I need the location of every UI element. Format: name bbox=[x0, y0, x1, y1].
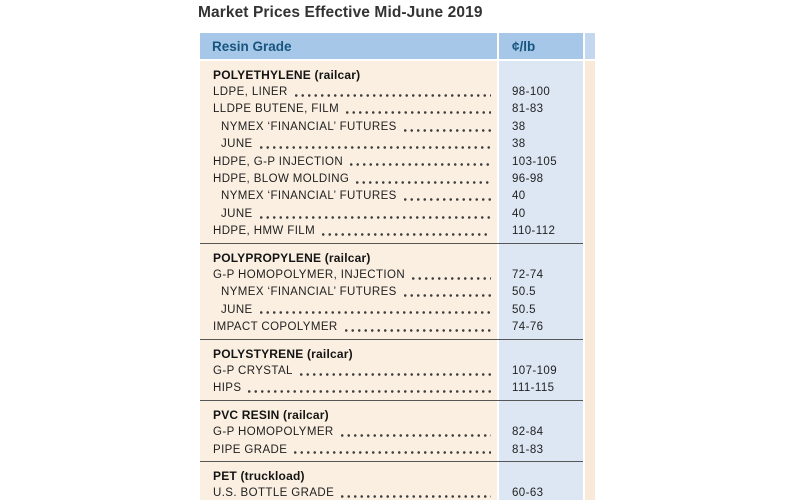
dot-leader bbox=[350, 163, 491, 167]
row-label: G-P HOMOPOLYMER, INJECTION bbox=[213, 268, 406, 281]
section-title: POLYPROPYLENE (railcar) bbox=[213, 250, 371, 265]
dot-leader bbox=[322, 232, 491, 236]
table-row: HDPE, HMW FILM 110-112 bbox=[200, 223, 597, 240]
dot-leader bbox=[356, 180, 491, 184]
table-row: G-P HOMOPOLYMER, INJECTION 72-74 bbox=[200, 266, 597, 283]
dot-leader bbox=[344, 328, 491, 332]
column-header-resin-grade: Resin Grade bbox=[200, 33, 497, 59]
table-row: G-P HOMOPOLYMER 82-84 bbox=[200, 423, 597, 440]
row-label: LDPE, LINER bbox=[213, 86, 288, 99]
table-body: POLYETHYLENE (railcar) LDPE, LINER 98-10… bbox=[200, 61, 597, 500]
row-label: LLDPE BUTENE, FILM bbox=[213, 103, 340, 116]
dot-leader bbox=[248, 390, 491, 394]
table-section: PET (truckload) U.S. BOTTLE GRADE 60-63 bbox=[200, 462, 597, 500]
row-value: 107-109 bbox=[512, 364, 558, 377]
row-label: G-P HOMOPOLYMER bbox=[213, 426, 334, 439]
row-label: G-P CRYSTAL bbox=[213, 364, 293, 377]
dot-leader bbox=[259, 311, 491, 315]
row-value: 50.5 bbox=[512, 303, 536, 316]
dot-leader bbox=[403, 198, 491, 202]
section-title-row: POLYETHYLENE (railcar) bbox=[200, 66, 597, 83]
table-section: POLYSTYRENE (railcar) G-P CRYSTAL 107-10… bbox=[200, 340, 597, 402]
row-label: U.S. BOTTLE GRADE bbox=[213, 487, 335, 500]
table-section: PVC RESIN (railcar) G-P HOMOPOLYMER 82-8… bbox=[200, 401, 597, 463]
row-value: 111-115 bbox=[512, 382, 555, 395]
row-label: JUNE bbox=[221, 138, 253, 151]
row-value: 72-74 bbox=[512, 268, 544, 281]
section-title-row: PVC RESIN (railcar) bbox=[200, 406, 597, 423]
row-value: 110-112 bbox=[512, 225, 556, 238]
row-value: 81-83 bbox=[512, 103, 544, 116]
dot-leader bbox=[294, 93, 491, 97]
table-row: JUNE 40 bbox=[200, 205, 597, 222]
table-row: NYMEX ‘FINANCIAL’ FUTURES 40 bbox=[200, 188, 597, 205]
resin-price-table: Resin Grade ¢/lb POLYETHYLENE (railcar) … bbox=[200, 33, 597, 500]
row-value: 81-83 bbox=[512, 443, 544, 456]
section-title-row: PET (truckload) bbox=[200, 467, 597, 484]
dot-leader bbox=[403, 128, 491, 132]
table-row: HDPE, BLOW MOLDING 96-98 bbox=[200, 170, 597, 187]
table-row: IMPACT COPOLYMER 74-76 bbox=[200, 318, 597, 335]
table-row: LDPE, LINER 98-100 bbox=[200, 83, 597, 100]
row-label: HDPE, G-P INJECTION bbox=[213, 155, 344, 168]
column-header-cropped-next-column bbox=[585, 33, 595, 59]
price-column-background bbox=[499, 61, 583, 500]
row-label: NYMEX ‘FINANCIAL’ FUTURES bbox=[221, 120, 397, 133]
row-label: PIPE GRADE bbox=[213, 443, 288, 456]
cropped-column-background bbox=[585, 61, 595, 500]
row-label: IMPACT COPOLYMER bbox=[213, 321, 338, 334]
table-row: JUNE 50.5 bbox=[200, 301, 597, 318]
table-row: PIPE GRADE 81-83 bbox=[200, 441, 597, 458]
dot-leader bbox=[259, 145, 491, 149]
row-value: 82-84 bbox=[512, 426, 544, 439]
row-label: HDPE, HMW FILM bbox=[213, 225, 316, 238]
table-sections: POLYETHYLENE (railcar) LDPE, LINER 98-10… bbox=[200, 61, 597, 500]
row-label: NYMEX ‘FINANCIAL’ FUTURES bbox=[221, 286, 397, 299]
table-row: LLDPE BUTENE, FILM 81-83 bbox=[200, 101, 597, 118]
section-title: PET (truckload) bbox=[213, 468, 305, 483]
grade-column-background bbox=[200, 61, 497, 500]
column-header-cents-per-lb: ¢/lb bbox=[499, 33, 583, 59]
row-value: 38 bbox=[512, 120, 526, 133]
table-row: HIPS 111-115 bbox=[200, 380, 597, 397]
row-value: 60-63 bbox=[512, 487, 544, 500]
table-row: U.S. BOTTLE GRADE 60-63 bbox=[200, 485, 597, 500]
row-label: JUNE bbox=[221, 207, 253, 220]
section-title-row: POLYPROPYLENE (railcar) bbox=[200, 249, 597, 266]
table-header: Resin Grade ¢/lb bbox=[200, 33, 597, 59]
section-title: POLYETHYLENE (railcar) bbox=[213, 67, 361, 82]
table-row: HDPE, G-P INJECTION 103-105 bbox=[200, 153, 597, 170]
dot-leader bbox=[259, 215, 491, 219]
table-row: JUNE 38 bbox=[200, 136, 597, 153]
row-value: 50.5 bbox=[512, 286, 536, 299]
row-label: NYMEX ‘FINANCIAL’ FUTURES bbox=[221, 190, 397, 203]
row-value: 96-98 bbox=[512, 173, 544, 186]
row-value: 40 bbox=[512, 190, 526, 203]
row-value: 40 bbox=[512, 207, 526, 220]
row-label: JUNE bbox=[221, 303, 253, 316]
row-value: 98-100 bbox=[512, 86, 551, 99]
row-label: HDPE, BLOW MOLDING bbox=[213, 173, 350, 186]
dot-leader bbox=[346, 111, 491, 115]
table-row: NYMEX ‘FINANCIAL’ FUTURES 38 bbox=[200, 118, 597, 135]
table-row: NYMEX ‘FINANCIAL’ FUTURES 50.5 bbox=[200, 284, 597, 301]
dot-leader bbox=[403, 294, 491, 298]
dot-leader bbox=[299, 372, 491, 376]
table-section: POLYPROPYLENE (railcar) G-P HOMOPOLYMER,… bbox=[200, 244, 597, 340]
section-title-row: POLYSTYRENE (railcar) bbox=[200, 345, 597, 362]
dot-leader bbox=[341, 494, 491, 498]
row-value: 38 bbox=[512, 138, 526, 151]
table-row: G-P CRYSTAL 107-109 bbox=[200, 362, 597, 379]
row-value: 74-76 bbox=[512, 321, 544, 334]
row-label: HIPS bbox=[213, 382, 242, 395]
dot-leader bbox=[294, 451, 491, 455]
section-title: POLYSTYRENE (railcar) bbox=[213, 346, 353, 361]
section-title: PVC RESIN (railcar) bbox=[213, 407, 329, 422]
page-title: Market Prices Effective Mid-June 2019 bbox=[198, 4, 483, 21]
dot-leader bbox=[340, 433, 491, 437]
dot-leader bbox=[412, 276, 491, 280]
table-section: POLYETHYLENE (railcar) LDPE, LINER 98-10… bbox=[200, 61, 597, 244]
row-value: 103-105 bbox=[512, 155, 558, 168]
